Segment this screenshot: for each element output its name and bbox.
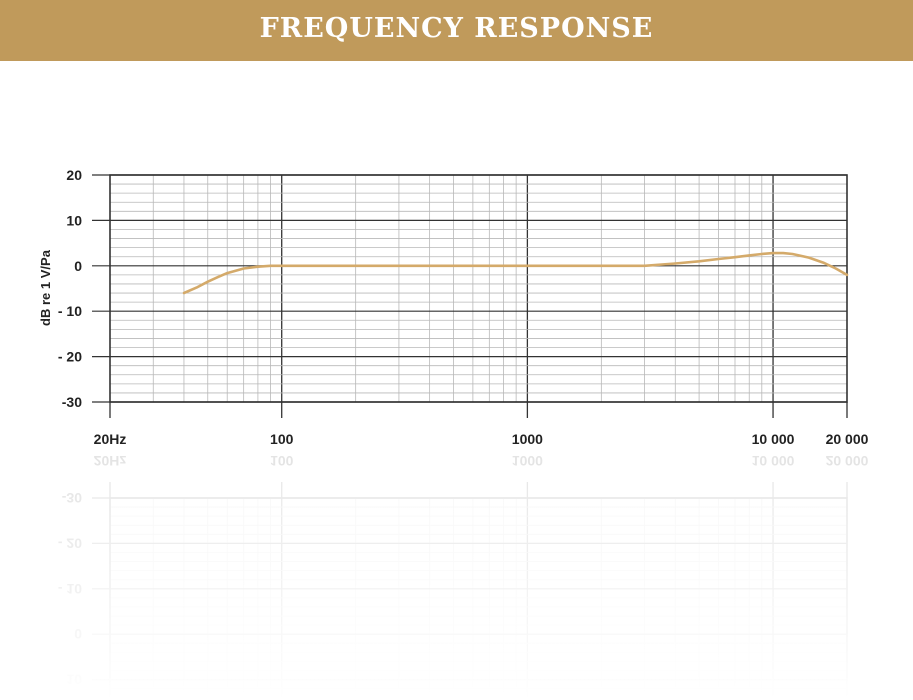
y-tick-label: 20: [66, 167, 82, 183]
header-banner: FREQUENCY RESPONSE: [0, 0, 913, 61]
x-tick-label: 1000: [512, 431, 543, 447]
response-curve: [182, 251, 849, 295]
y-tick-label: -30: [62, 394, 82, 410]
y-axis-label: dB re 1 V/Pa: [38, 249, 53, 326]
x-tick-label: 10 000: [752, 431, 795, 447]
y-tick-label: 10: [66, 212, 82, 228]
x-tick-label: 20Hz: [94, 431, 127, 447]
reflection-fade: [0, 450, 913, 700]
x-tick-label: 100: [270, 431, 294, 447]
y-tick-label: - 10: [58, 303, 82, 319]
page-title: FREQUENCY RESPONSE: [259, 13, 654, 44]
x-tick-label: 20 000: [826, 431, 869, 447]
y-tick-label: 0: [74, 258, 82, 274]
plot-frame: [109, 174, 848, 403]
y-tick-label: - 20: [58, 349, 82, 365]
